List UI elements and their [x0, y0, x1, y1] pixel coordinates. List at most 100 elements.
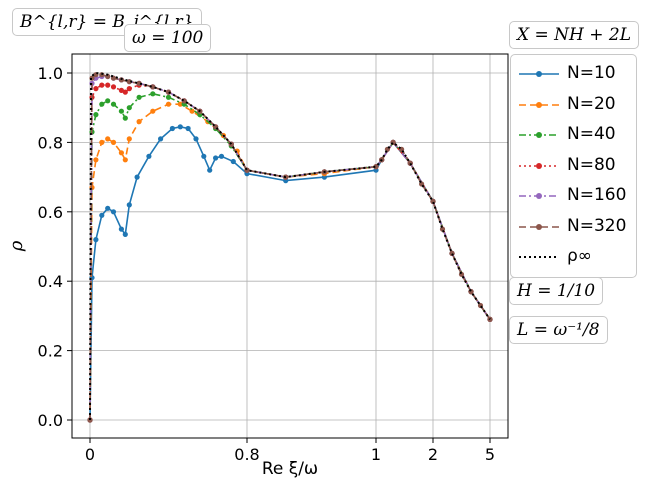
- legend-label: ρ∞: [567, 246, 592, 266]
- legend-swatch: [519, 71, 559, 77]
- y-tick-label: 1.0: [38, 64, 63, 83]
- l-annotation-text: L = ω⁻¹/8: [517, 320, 600, 340]
- data-point-n10: [99, 212, 105, 218]
- y-axis-label: ρ: [6, 240, 27, 252]
- data-point-n80: [122, 89, 128, 95]
- legend-label: N=10: [567, 63, 616, 83]
- legend-label: N=20: [567, 93, 616, 114]
- data-point-n10: [158, 136, 164, 142]
- legend-swatch-marker: [536, 223, 542, 230]
- legend-swatch-marker: [536, 193, 542, 199]
- h-annotation-text: H = 1/10: [517, 281, 596, 301]
- x-tick-label: 0: [85, 445, 95, 464]
- legend-item-n160: N=160: [511, 183, 636, 209]
- data-point-n10: [169, 125, 175, 132]
- data-point-n20: [99, 139, 105, 145]
- data-point-n20: [189, 108, 195, 114]
- data-point-n20: [105, 136, 111, 142]
- data-point-n10: [146, 153, 152, 159]
- data-point-n20: [126, 136, 132, 142]
- data-point-n10: [213, 155, 219, 161]
- legend-swatch: [519, 132, 559, 138]
- x-tick-label: 0.8: [234, 445, 259, 464]
- data-point-n40: [122, 115, 128, 121]
- data-point-n40: [105, 98, 111, 104]
- grid-lines: [72, 54, 508, 438]
- x-tick-label: 1: [371, 445, 381, 464]
- plot-frame: [71, 53, 509, 439]
- data-point-n10: [118, 226, 124, 232]
- series-line-n160: [89, 75, 491, 421]
- data-point-n10: [201, 153, 207, 159]
- legend-swatch-marker: [536, 162, 542, 169]
- domain-annotation-text: X = NH + 2L: [517, 25, 632, 45]
- data-point-n10: [105, 205, 111, 211]
- legend-label: N=160: [567, 185, 627, 205]
- legend-item-n10: N=10: [511, 61, 636, 87]
- omega-annotation: ω = 100: [124, 24, 212, 52]
- data-point-n20: [122, 157, 128, 163]
- y-tick-label: 0.0: [38, 411, 63, 430]
- legend-label: N=320: [567, 215, 627, 236]
- series-lines: [87, 71, 493, 423]
- x-axis-label: Re ξ/ω: [262, 459, 318, 479]
- data-point-n40: [126, 105, 132, 111]
- series-line-n80: [89, 84, 491, 421]
- omega-annotation-text: ω = 100: [132, 28, 204, 48]
- data-point-n10: [110, 209, 117, 215]
- data-point-n20: [165, 101, 172, 107]
- data-point-n80: [99, 82, 105, 88]
- y-tick-label: 0.4: [38, 272, 63, 291]
- legend-swatch-marker: [536, 101, 542, 108]
- data-point-n320: [373, 164, 379, 170]
- data-point-n20: [177, 101, 183, 107]
- data-point-n20: [110, 139, 117, 145]
- legend-swatch: [519, 162, 559, 169]
- series-line-: [89, 71, 491, 421]
- legend-item-n20: N=20: [511, 92, 636, 118]
- data-point-n80: [105, 82, 111, 88]
- data-point-n80: [118, 87, 124, 93]
- data-point-n40: [110, 101, 117, 107]
- data-point-n10: [185, 125, 191, 132]
- data-point-n10: [177, 124, 183, 130]
- legend-swatch-marker: [536, 132, 542, 138]
- data-point-n40: [99, 101, 105, 107]
- series-line-n10: [89, 125, 491, 421]
- data-point-n10: [122, 231, 128, 237]
- data-point-n40: [136, 94, 142, 100]
- data-point-n10: [207, 167, 213, 173]
- h-annotation: H = 1/10: [509, 277, 604, 305]
- data-point-n40: [118, 108, 124, 114]
- legend-swatch: [519, 193, 559, 199]
- y-tick-label: 0.6: [38, 203, 63, 222]
- data-point-n10: [126, 202, 132, 208]
- legend-item-n320: N=320: [511, 214, 636, 240]
- data-point-n40: [165, 94, 172, 100]
- legend-swatch: [519, 256, 559, 258]
- data-point-n80: [110, 84, 117, 90]
- data-point-n10: [230, 158, 236, 165]
- series-line-n320: [89, 73, 491, 421]
- series-line-n20: [89, 103, 491, 421]
- domain-annotation: X = NH + 2L: [509, 21, 640, 49]
- legend-swatch: [519, 223, 559, 230]
- data-point-n10: [134, 174, 140, 180]
- data-point-n80: [126, 86, 132, 92]
- axis-ticks: 0 0.8 1 2 5 0.0 0.2 0.4 0.6 0.8 1.0: [38, 64, 496, 464]
- data-point-n20: [150, 108, 156, 114]
- legend-label: N=40: [567, 124, 616, 144]
- legend-item-: ρ∞: [511, 244, 636, 270]
- legend-label: N=80: [567, 154, 616, 175]
- legend-item-n40: N=40: [511, 122, 636, 148]
- legend-swatch-marker: [536, 71, 542, 77]
- legend: N=10 N=20 N=40 N=80 N=160 N=320 ρ∞: [510, 54, 637, 278]
- data-point-n80: [93, 86, 99, 92]
- basis-annotation: B^{l,r} = B_j^{l,r}: [12, 8, 202, 36]
- data-point-n10: [193, 136, 199, 142]
- data-point-n10: [93, 237, 99, 243]
- legend-item-n80: N=80: [511, 153, 636, 179]
- data-point-n40: [93, 112, 99, 118]
- data-point-n20: [136, 119, 142, 125]
